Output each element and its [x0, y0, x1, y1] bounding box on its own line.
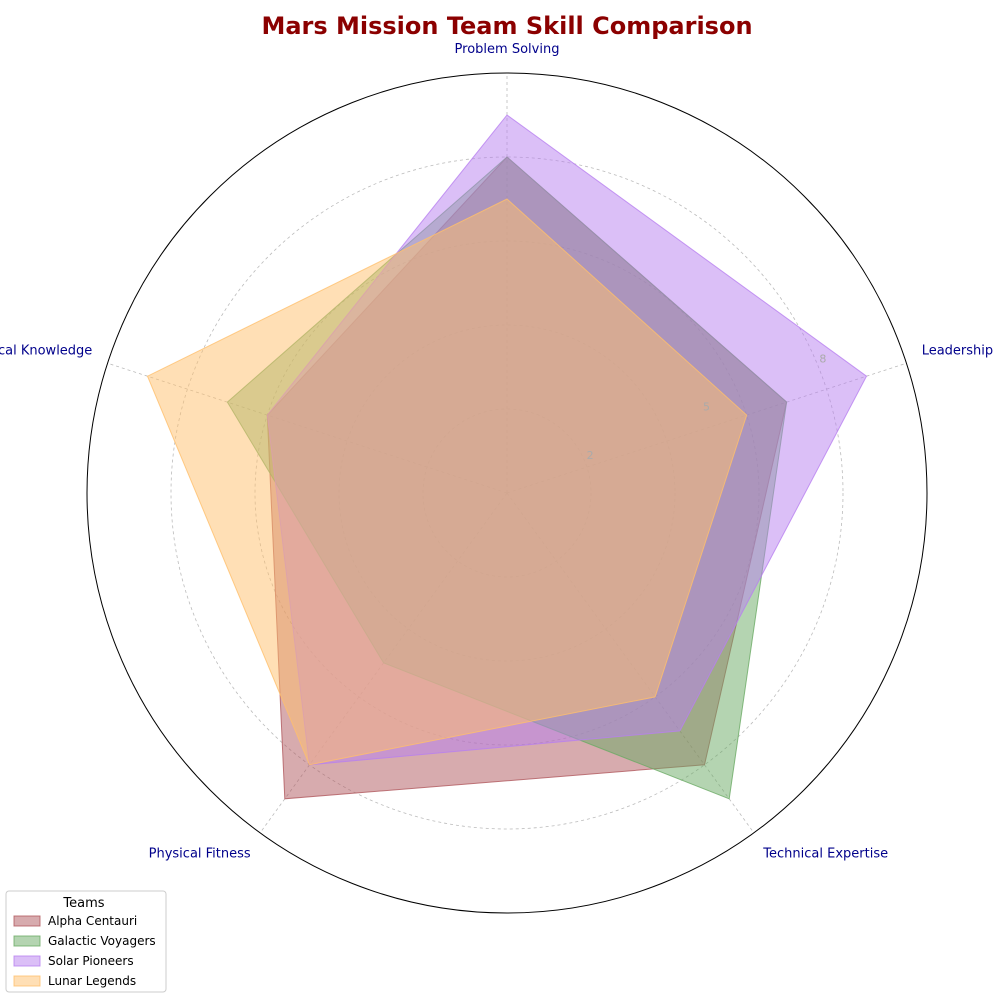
legend-title: Teams [62, 896, 104, 911]
legend-swatch-lunar-legends [13, 975, 41, 987]
legend-swatch-solar-pioneers [13, 955, 41, 967]
axis-label-medical-knowledge: Medical Knowledge [0, 343, 92, 358]
tick-label: 2 [587, 449, 594, 462]
legend-label-galactic-voyagers: Galactic Voyagers [48, 934, 156, 948]
chart-title: Mars Mission Team Skill Comparison [261, 12, 752, 40]
axis-label-physical-fitness: Physical Fitness [149, 847, 251, 862]
legend: Teams Alpha Centauri Galactic Voyagers Sola… [5, 890, 167, 993]
legend-swatch-galactic-voyagers [13, 935, 41, 947]
tick-label: 8 [819, 352, 826, 365]
axis-label-problem-solving: Problem Solving [455, 42, 560, 57]
legend-box [5, 890, 167, 993]
legend-label-lunar-legends: Lunar Legends [48, 974, 136, 988]
series-polygons [146, 114, 868, 800]
axis-label-technical-expertise: Technical Expertise [762, 847, 888, 862]
series-lunar-legends-polygon [146, 198, 748, 766]
tick-label: 5 [703, 401, 710, 414]
axis-labels: Leadership Technical Expertise Physical Fi… [0, 42, 993, 862]
legend-label-alpha-centauri: Alpha Centauri [48, 914, 137, 928]
grid-circle [170, 156, 844, 830]
legend-label-solar-pioneers: Solar Pioneers [48, 954, 134, 968]
legend-swatch-alpha-centauri [13, 915, 41, 927]
axis-label-leadership: Leadership [922, 343, 993, 358]
radial-ticks: 2 5 8 [587, 352, 827, 462]
outer-frame [86, 72, 928, 914]
